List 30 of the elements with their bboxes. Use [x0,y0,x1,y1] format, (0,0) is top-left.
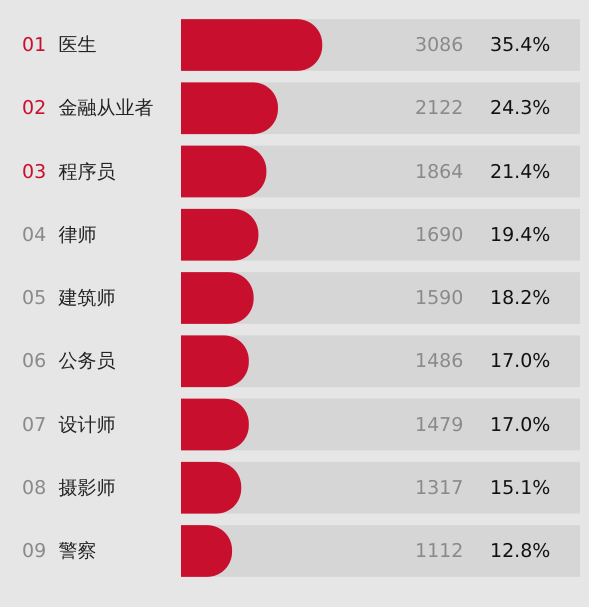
bar [181,82,278,134]
y-tick-label: 02 金融从业者 [22,97,154,119]
annotation: 1317 [415,477,464,499]
data-label: 12.8% [490,540,550,562]
annotation: 1864 [415,161,464,183]
data-label: 19.4% [490,224,550,246]
annotation: 1690 [415,224,464,246]
annotation: 1479 [415,414,464,436]
y-tick-label: 07 设计师 [22,414,116,436]
y-tick-label: 03 程序员 [22,161,116,183]
y-tick-label: 08 摄影师 [22,477,116,499]
y-tick-label: 09 警察 [22,540,96,562]
y-tick-label: 06 公务员 [22,350,116,372]
y-tick-label: 04 律师 [22,224,96,246]
data-label: 17.0% [490,350,550,372]
y-tick-label: 01 医生 [22,34,96,56]
annotation: 1590 [415,287,464,309]
data-label: 35.4% [490,34,550,56]
y-tick-label: 05 建筑师 [22,287,116,309]
data-label: 24.3% [490,97,550,119]
data-label: 17.0% [490,414,550,436]
annotation: 1112 [415,540,464,562]
annotation: 2122 [415,97,464,119]
data-label: 21.4% [490,161,550,183]
data-label: 15.1% [490,477,550,499]
bar [181,146,266,198]
annotation: 1486 [415,350,464,372]
annotation: 3086 [415,34,464,56]
data-label: 18.2% [490,287,550,309]
bar [181,208,258,261]
